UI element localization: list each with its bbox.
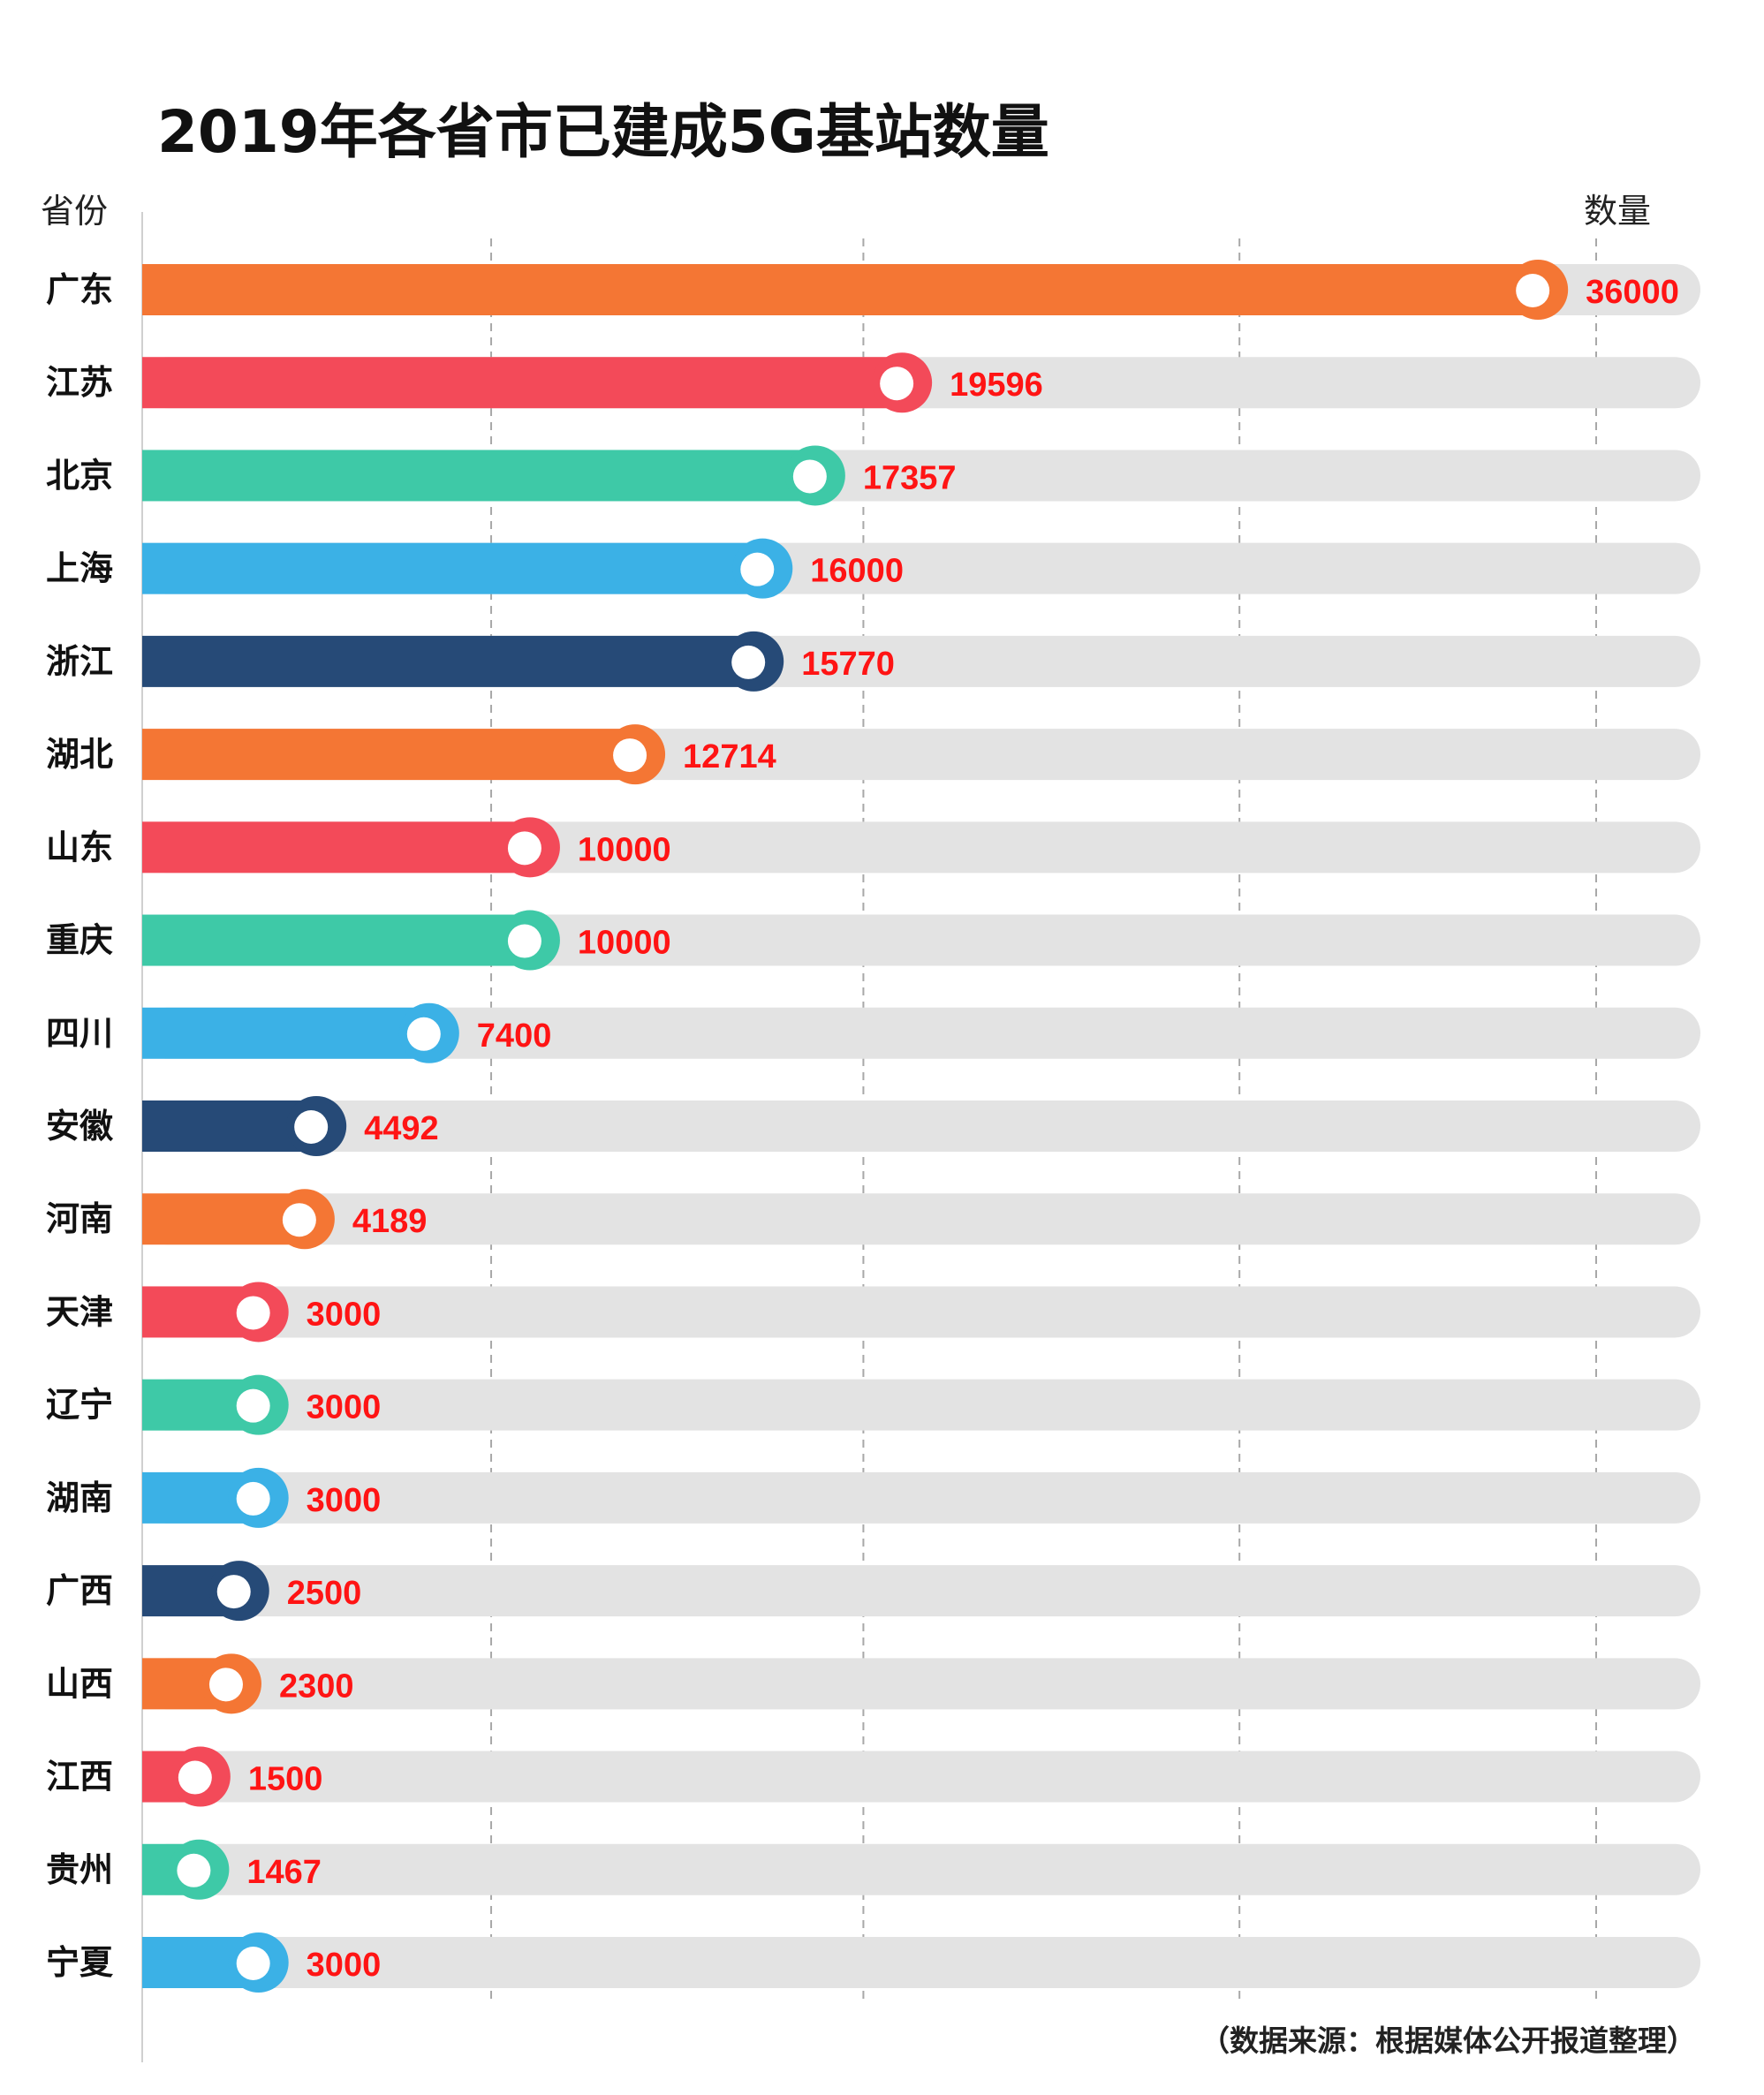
bar <box>142 821 530 874</box>
bar-track <box>142 1193 1700 1245</box>
bar-track <box>142 1937 1700 1988</box>
category-label: 辽宁 <box>46 1386 113 1425</box>
value-label: 10000 <box>578 925 671 962</box>
bar <box>142 914 530 966</box>
bar-track <box>142 1751 1700 1803</box>
value-label: 17357 <box>863 459 957 496</box>
x-axis-label: 数量 <box>1584 192 1651 231</box>
category-label: 重庆 <box>46 921 113 960</box>
bar-end-dot <box>178 1760 212 1795</box>
bar-end-dot <box>294 1110 329 1144</box>
bar-end-dot <box>236 1388 270 1423</box>
bar-end-dot <box>1516 274 1550 307</box>
bar <box>142 542 763 594</box>
value-label: 3000 <box>307 1482 382 1519</box>
value-label: 19596 <box>950 367 1043 404</box>
source-note: （数据来源：根据媒体公开报道整理） <box>1200 2023 1696 2058</box>
chart-title: 2019年各省市已建成5G基站数量 <box>157 98 1049 166</box>
category-label: 宁夏 <box>46 1943 114 1982</box>
bar-track <box>142 1286 1700 1338</box>
value-label: 4492 <box>364 1110 439 1147</box>
bar-end-dot <box>216 1575 251 1609</box>
category-label: 北京 <box>46 456 113 495</box>
category-label: 山东 <box>46 828 113 866</box>
category-label: 湖北 <box>46 735 113 774</box>
bar <box>142 357 903 409</box>
value-label: 1467 <box>246 1854 322 1891</box>
bar-track <box>142 1843 1700 1895</box>
bar <box>142 264 1539 315</box>
category-label: 贵州 <box>46 1850 113 1889</box>
category-label: 河南 <box>46 1199 113 1238</box>
bar-end-dot <box>236 1947 270 1980</box>
category-label: 上海 <box>46 549 113 588</box>
bar-end-dot <box>282 1203 316 1237</box>
y-axis-label: 省份 <box>41 192 108 231</box>
bar-end-dot <box>236 1481 270 1516</box>
bars: 广东 36000 江苏 19596 北京 17357 上海 16000 浙江 15770 湖北 127… <box>46 260 1700 1993</box>
bar-track <box>142 1100 1700 1152</box>
category-label: 江苏 <box>46 363 113 402</box>
value-label: 2300 <box>279 1668 354 1705</box>
value-label: 3000 <box>307 1296 382 1333</box>
category-label: 广东 <box>46 270 113 309</box>
value-label: 3000 <box>307 1389 382 1426</box>
bar-end-dot <box>208 1668 243 1702</box>
bar <box>142 635 754 687</box>
value-label: 36000 <box>1586 274 1679 311</box>
category-label: 广西 <box>46 1571 113 1610</box>
value-label: 7400 <box>477 1017 552 1055</box>
bar-end-dot <box>236 1296 270 1330</box>
value-label: 16000 <box>810 553 904 590</box>
bar-end-dot <box>613 738 647 773</box>
bar-track <box>142 1658 1700 1710</box>
bar-end-dot <box>507 831 541 866</box>
bar <box>142 450 815 502</box>
bar-track <box>142 1471 1700 1524</box>
bar-end-dot <box>880 367 914 401</box>
bar-end-dot <box>740 552 775 586</box>
category-label: 江西 <box>46 1758 113 1796</box>
value-label: 4189 <box>352 1203 428 1240</box>
bar-track <box>142 1379 1700 1431</box>
value-label: 10000 <box>578 831 671 868</box>
bar-end-dot <box>731 645 766 679</box>
category-label: 四川 <box>46 1014 113 1053</box>
bar <box>142 729 636 781</box>
bar-track <box>142 1007 1700 1059</box>
category-label: 天津 <box>46 1292 113 1331</box>
value-label: 12714 <box>683 738 776 775</box>
bar-end-dot <box>177 1853 211 1887</box>
bar-track <box>142 1565 1700 1617</box>
bar-end-dot <box>792 459 827 494</box>
bar-end-dot <box>507 924 541 958</box>
bar <box>142 1007 429 1059</box>
category-label: 安徽 <box>46 1107 114 1146</box>
value-label: 3000 <box>307 1947 382 1984</box>
bar-end-dot <box>406 1017 441 1051</box>
value-label: 2500 <box>287 1575 362 1612</box>
category-label: 浙江 <box>46 642 113 681</box>
value-label: 1500 <box>248 1761 323 1798</box>
value-label: 15770 <box>801 646 895 683</box>
category-label: 湖南 <box>46 1479 113 1517</box>
category-label: 山西 <box>46 1664 113 1703</box>
